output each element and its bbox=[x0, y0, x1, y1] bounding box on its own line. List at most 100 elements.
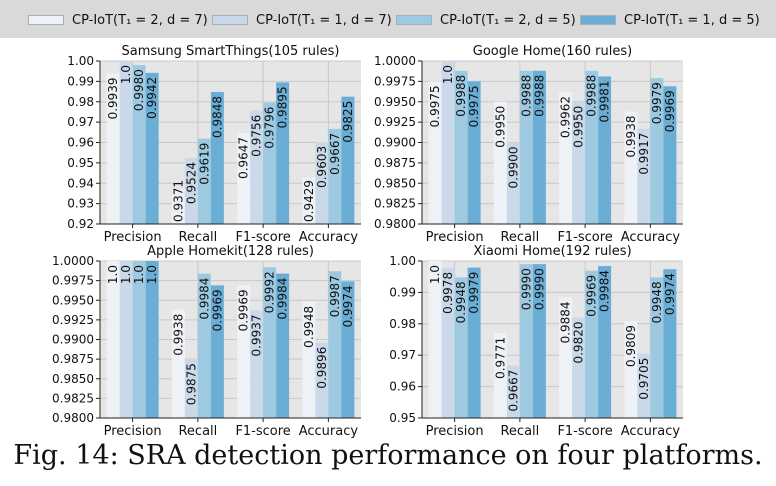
y-tick-label: 0.9825 bbox=[52, 391, 94, 405]
bar-recall-s2 bbox=[184, 359, 198, 418]
y-tick-label: 0.96 bbox=[389, 380, 416, 394]
data-label: 0.9667 bbox=[328, 133, 342, 175]
y-tick-label: 0.97 bbox=[67, 115, 94, 129]
y-tick-label: 0.98 bbox=[67, 95, 94, 109]
bar-precision-s2 bbox=[441, 267, 455, 418]
data-label: 0.9900 bbox=[506, 147, 520, 189]
y-tick-label: 0.9825 bbox=[374, 197, 416, 211]
y-tick-label: 0.9900 bbox=[374, 136, 416, 150]
legend-item-4: CP-IoT(T₁ = 1, d = 5) bbox=[580, 11, 760, 29]
x-tick-label: F1-score bbox=[235, 424, 290, 439]
bar-accuracy-s1 bbox=[624, 320, 638, 418]
legend-swatch-4 bbox=[580, 15, 616, 25]
data-label: 0.9988 bbox=[585, 75, 599, 117]
y-tick-label: 0.92 bbox=[67, 217, 94, 231]
data-label: 0.9796 bbox=[263, 107, 277, 149]
bar-f1-score-s4 bbox=[276, 273, 290, 418]
data-label: 0.9825 bbox=[341, 101, 355, 143]
data-label: 0.9988 bbox=[532, 75, 546, 117]
y-tick-label: 1.0000 bbox=[374, 54, 416, 68]
legend-label-4: CP-IoT(T₁ = 1, d = 5) bbox=[624, 12, 760, 28]
data-label: 0.9756 bbox=[250, 115, 264, 157]
bar-precision-s1 bbox=[428, 261, 442, 418]
bar-f1-score-s4 bbox=[276, 82, 290, 224]
y-tick-label: 0.98 bbox=[389, 317, 416, 331]
data-label: 0.9603 bbox=[315, 146, 329, 188]
bar-f1-score-s4 bbox=[598, 76, 612, 224]
bar-accuracy-s4 bbox=[341, 281, 355, 418]
x-tick-label: Accuracy bbox=[621, 230, 681, 245]
bar-accuracy-s3 bbox=[328, 271, 342, 418]
data-label: 1.0 bbox=[428, 265, 442, 284]
data-label: 0.9969 bbox=[663, 90, 677, 132]
y-tick-label: 0.95 bbox=[67, 156, 94, 170]
legend-swatch-2 bbox=[212, 15, 248, 25]
y-tick-label: 0.9850 bbox=[52, 372, 94, 386]
data-label: 0.9848 bbox=[210, 96, 224, 138]
legend-item-2: CP-IoT(T₁ = 1, d = 7) bbox=[212, 11, 392, 29]
legend-item-1: CP-IoT(T₁ = 2, d = 7) bbox=[28, 11, 208, 29]
data-label: 0.9942 bbox=[145, 77, 159, 119]
data-label: 0.9524 bbox=[184, 162, 198, 204]
bar-recall-s1 bbox=[493, 101, 507, 224]
legend-label-3: CP-IoT(T₁ = 2, d = 5) bbox=[440, 12, 576, 28]
bar-precision-s2 bbox=[119, 61, 133, 224]
y-tick-label: 0.9975 bbox=[52, 274, 94, 288]
data-label: 0.9984 bbox=[276, 278, 290, 320]
data-label: 0.9884 bbox=[559, 301, 573, 343]
data-label: 0.9974 bbox=[663, 273, 677, 315]
bar-recall-s4 bbox=[532, 70, 546, 224]
bar-precision-s4 bbox=[145, 72, 159, 224]
bar-recall-s2 bbox=[506, 142, 520, 224]
bar-recall-s3 bbox=[197, 273, 211, 418]
data-label: 0.9938 bbox=[171, 314, 185, 356]
bar-precision-s3 bbox=[454, 70, 468, 224]
bar-recall-s3 bbox=[519, 264, 533, 418]
x-tick-label: F1-score bbox=[235, 230, 290, 245]
x-tick-label: Recall bbox=[178, 424, 217, 439]
bar-f1-score-s1 bbox=[237, 132, 251, 224]
bar-f1-score-s2 bbox=[250, 310, 264, 418]
bar-accuracy-s2 bbox=[315, 342, 329, 418]
bar-f1-score-s2 bbox=[250, 110, 264, 224]
legend-swatch-1 bbox=[28, 15, 64, 25]
bar-recall-s1 bbox=[171, 189, 185, 224]
data-label: 0.9974 bbox=[341, 285, 355, 327]
bar-f1-score-s1 bbox=[559, 297, 573, 418]
data-label: 1.0 bbox=[132, 265, 146, 284]
data-label: 0.9939 bbox=[106, 77, 120, 119]
data-label: 0.9969 bbox=[585, 275, 599, 317]
y-tick-label: 0.9875 bbox=[52, 352, 94, 366]
bar-accuracy-s1 bbox=[302, 177, 316, 224]
bar-precision-s1 bbox=[106, 261, 120, 418]
chart-title-2: Google Home(160 rules) bbox=[473, 44, 632, 59]
bar-accuracy-s4 bbox=[341, 96, 355, 224]
chart-title-3: Apple Homekit(128 rules) bbox=[147, 244, 314, 259]
data-label: 0.9962 bbox=[559, 96, 573, 138]
bar-accuracy-s3 bbox=[328, 128, 342, 224]
charts-canvas: 0.92 0.93 0.94 0.95 0.96 0.97 0.98 0.99 1.00 0.99… bbox=[52, 44, 683, 439]
data-label: 0.9948 bbox=[302, 306, 316, 348]
bar-f1-score-s2 bbox=[572, 317, 586, 418]
bar-recall-s1 bbox=[493, 332, 507, 418]
bar-precision-s2 bbox=[119, 261, 133, 418]
y-tick-label: 0.99 bbox=[67, 74, 94, 88]
data-label: 0.9917 bbox=[637, 133, 651, 175]
legend-swatch-3 bbox=[396, 15, 432, 25]
data-label: 0.9987 bbox=[328, 275, 342, 317]
data-label: 0.9981 bbox=[598, 80, 612, 122]
bar-precision-s3 bbox=[454, 277, 468, 418]
data-label: 0.9988 bbox=[454, 75, 468, 117]
x-tick-label: Precision bbox=[104, 230, 162, 245]
y-tick-label: 0.99 bbox=[389, 285, 416, 299]
bar-accuracy-s3 bbox=[650, 277, 664, 418]
data-label: 0.9619 bbox=[197, 143, 211, 185]
data-label: 0.9984 bbox=[598, 270, 612, 312]
data-label: 0.9667 bbox=[506, 370, 520, 412]
y-tick-label: 0.9950 bbox=[374, 95, 416, 109]
data-label: 0.9705 bbox=[637, 358, 651, 400]
data-label: 1.0 bbox=[106, 265, 120, 284]
data-label: 0.9950 bbox=[493, 106, 507, 148]
x-tick-label: Precision bbox=[426, 230, 484, 245]
data-label: 0.9771 bbox=[493, 337, 507, 379]
